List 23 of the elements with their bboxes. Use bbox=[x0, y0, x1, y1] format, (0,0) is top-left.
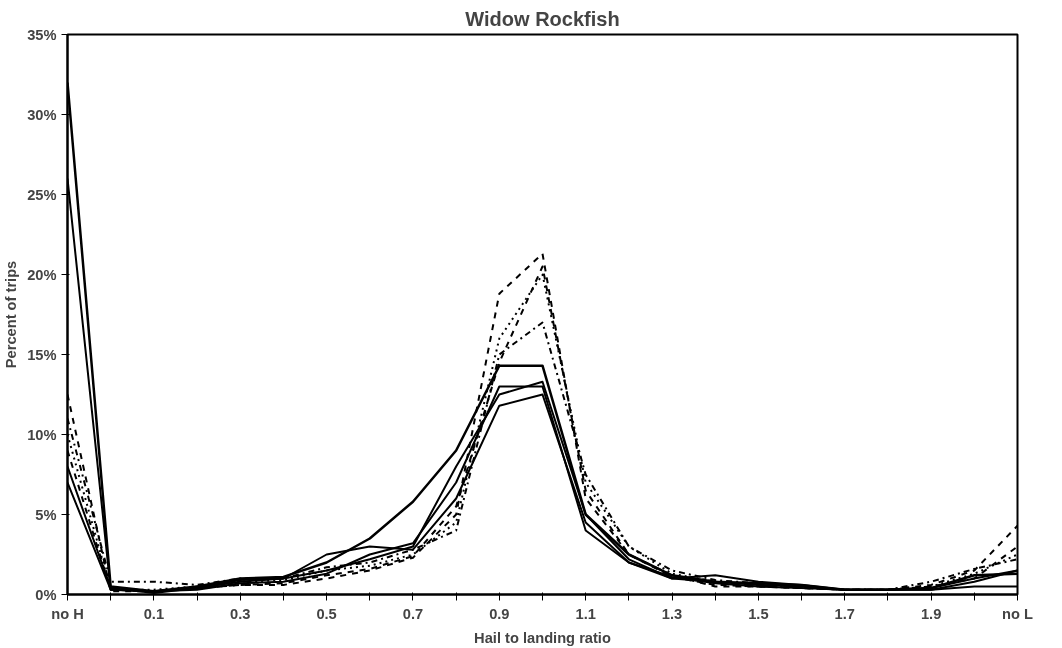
x-tick-label: no L bbox=[1002, 605, 1034, 622]
y-tick-label: 25% bbox=[27, 186, 57, 203]
x-tick-label: 1.3 bbox=[661, 605, 683, 622]
x-tick-label: 0.9 bbox=[489, 605, 510, 622]
y-tick-label: 20% bbox=[27, 266, 57, 283]
y-tick-label: 35% bbox=[27, 26, 57, 43]
x-axis-title: Hail to landing ratio bbox=[474, 629, 611, 646]
y-tick-label: 0% bbox=[35, 586, 57, 603]
x-tick-label: 1.7 bbox=[834, 605, 855, 622]
y-tick-label: 30% bbox=[27, 106, 57, 123]
x-tick-label: 0.7 bbox=[402, 605, 424, 622]
x-tick-label: 1.9 bbox=[920, 605, 942, 622]
x-tick-label: no H bbox=[51, 605, 84, 622]
x-tick-label: 1.1 bbox=[575, 605, 596, 622]
y-tick-label: 5% bbox=[35, 506, 57, 523]
x-tick-label: 1.5 bbox=[748, 605, 769, 622]
y-tick-label: 15% bbox=[27, 346, 57, 363]
y-axis-title: Percent of trips bbox=[3, 260, 20, 369]
x-tick-label: 0.3 bbox=[230, 605, 251, 622]
x-tick-label: 0.1 bbox=[143, 605, 165, 622]
x-tick-label: 0.5 bbox=[316, 605, 337, 622]
chart-title: Widow Rockfish bbox=[465, 7, 620, 30]
y-tick-label: 10% bbox=[27, 426, 57, 443]
